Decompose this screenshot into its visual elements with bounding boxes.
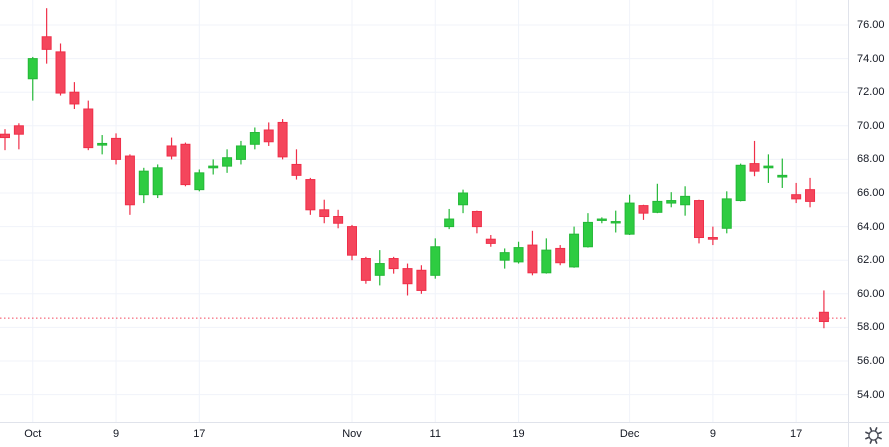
candle <box>791 182 802 204</box>
candle <box>180 142 191 187</box>
candle <box>402 263 413 296</box>
candle <box>694 199 704 244</box>
candle <box>735 163 746 202</box>
candle <box>222 149 233 173</box>
price-axis-label: 72.00 <box>857 86 885 99</box>
candle <box>83 100 94 151</box>
price-axis-label: 74.00 <box>857 52 885 65</box>
price-axis-label: 76.00 <box>857 19 885 31</box>
candle <box>152 164 163 199</box>
candle <box>485 235 496 247</box>
candle <box>360 256 371 284</box>
candle <box>388 256 399 274</box>
candle <box>569 226 580 268</box>
candle <box>333 209 344 229</box>
candle <box>0 129 10 151</box>
candle <box>624 194 635 235</box>
candle <box>41 8 52 64</box>
price-axis-label: 64.00 <box>857 220 885 233</box>
candle <box>111 133 122 165</box>
price-axis-label: 68.00 <box>857 153 885 166</box>
candle <box>416 265 427 294</box>
candle <box>721 191 732 234</box>
candle <box>777 158 788 188</box>
price-axis-label: 54.00 <box>857 388 885 401</box>
candle <box>513 241 524 264</box>
candle <box>27 56 38 101</box>
candle <box>55 43 66 96</box>
candle <box>430 238 441 279</box>
candle <box>235 140 246 165</box>
plot-area[interactable] <box>0 0 848 422</box>
candle <box>763 154 774 183</box>
time-axis-label: 17 <box>790 428 803 440</box>
candle <box>305 177 316 215</box>
candle <box>374 250 385 286</box>
price-axis[interactable]: 76.00 74.00 72.00 70.00 68.00 66.00 64.00 62.00… <box>848 0 889 447</box>
time-axis-label: 17 <box>193 428 206 440</box>
candle <box>666 192 677 208</box>
candle <box>596 217 607 224</box>
candles-group <box>0 8 829 329</box>
time-axis-label: 9 <box>709 428 716 440</box>
gear-icon[interactable] <box>864 426 883 445</box>
time-axis[interactable]: Oct 9 17 Nov 11 19 Dec 9 17 <box>0 422 889 447</box>
candle <box>444 208 455 230</box>
candle <box>263 122 274 146</box>
candle <box>582 213 593 248</box>
candle <box>638 204 649 220</box>
candle <box>291 149 302 180</box>
candle <box>138 167 149 204</box>
candle <box>541 238 552 274</box>
time-axis-label: Dec <box>619 428 640 440</box>
candle <box>527 230 538 276</box>
candle <box>749 140 760 177</box>
price-axis-label: 58.00 <box>857 321 885 334</box>
candle <box>166 137 177 160</box>
candle <box>249 127 260 150</box>
candle <box>610 210 621 233</box>
time-axis-label: 11 <box>429 428 441 440</box>
time-axis-label: 19 <box>512 428 525 440</box>
price-axis-label: 62.00 <box>857 254 885 267</box>
candle <box>471 210 482 234</box>
time-axis-label: Nov <box>342 428 362 440</box>
candle <box>69 82 80 109</box>
time-axis-label: 9 <box>112 428 120 440</box>
candle <box>97 135 108 155</box>
candle <box>319 199 330 224</box>
axis-corner <box>848 422 889 447</box>
candle <box>680 186 691 216</box>
candle <box>124 154 135 215</box>
candle <box>707 226 718 246</box>
grid <box>0 0 848 422</box>
price-axis-label: 70.00 <box>857 119 885 132</box>
candle <box>13 123 24 150</box>
time-axis-label: Oct <box>24 428 42 440</box>
candle <box>652 183 663 214</box>
candle <box>555 245 566 266</box>
candle <box>194 169 205 192</box>
candle <box>277 119 288 160</box>
candle <box>499 248 510 269</box>
candle <box>458 189 469 214</box>
candle <box>818 290 829 329</box>
price-axis-label: 66.00 <box>857 187 885 199</box>
candle <box>347 224 357 261</box>
price-axis-label: 60.00 <box>857 287 885 300</box>
price-axis-label: 56.00 <box>857 355 885 367</box>
candle <box>208 159 219 175</box>
candle <box>805 177 816 208</box>
